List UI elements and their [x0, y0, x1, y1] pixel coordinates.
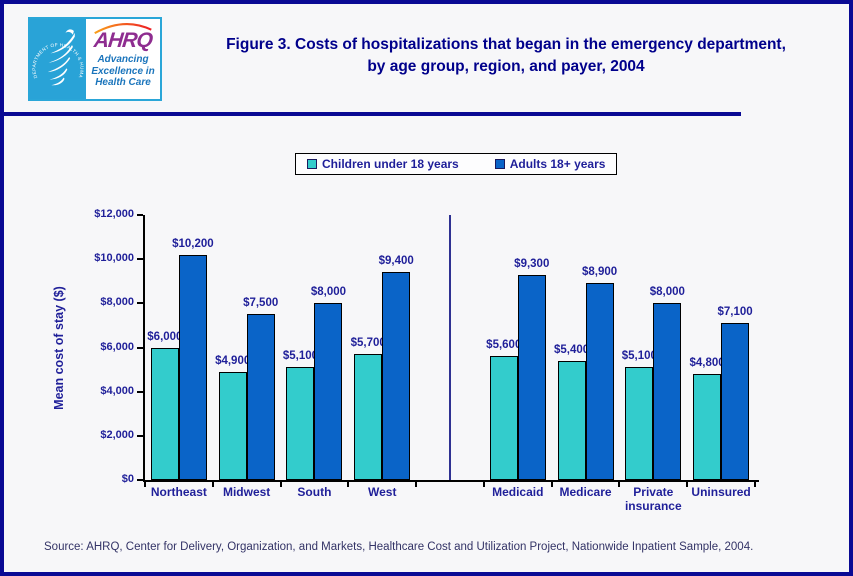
- category-label-midwest: Midwest: [222, 485, 271, 499]
- x-tick-mark: [482, 481, 485, 487]
- bar-adults-medicare: [585, 283, 614, 480]
- category-label-northeast: Northeast: [150, 485, 207, 499]
- ahrq-tagline: Advancing Excellence in Health Care: [91, 54, 155, 88]
- bar-value-label: $5,600: [486, 339, 522, 352]
- legend-swatch-children: [307, 159, 317, 169]
- header-divider: [4, 112, 741, 116]
- y-tick-label: $10,000: [94, 252, 134, 265]
- bar-children-northeast: [150, 347, 179, 480]
- bar-chart: Mean cost of stay ($) $0 $2,000 $4,000 $6,0…: [4, 4, 849, 572]
- x-tick-mark: [347, 481, 350, 487]
- y-tick-label: $8,000: [100, 296, 134, 309]
- category-label-medicaid: Medicaid: [492, 485, 544, 499]
- legend-label-adults: Adults 18+ years: [509, 157, 606, 171]
- bar-value-label: $8,000: [310, 286, 347, 299]
- hhs-seal-icon: DEPARTMENT OF HEALTH & HUMAN SERVICES · …: [30, 19, 86, 99]
- y-tick-mark: [137, 258, 143, 261]
- x-tick-mark: [754, 481, 756, 487]
- bar-value-label: $7,500: [243, 297, 279, 310]
- x-tick-mark: [686, 481, 689, 487]
- x-tick-mark: [550, 481, 553, 487]
- y-tick-mark: [137, 434, 143, 437]
- y-tick-label: $4,000: [100, 384, 134, 397]
- bar-adults-private-insurance: [653, 303, 682, 480]
- group-separator-line: [449, 215, 451, 480]
- figure-title: Figure 3. Costs of hospitalizations that…: [226, 36, 786, 76]
- y-tick-mark: [137, 214, 143, 216]
- bar-value-label: $7,100: [717, 306, 753, 319]
- bar-value-label: $6,000: [147, 330, 183, 343]
- legend-item-adults: Adults 18+ years: [494, 157, 606, 171]
- bar-adults-south: [314, 303, 343, 480]
- bar-value-label: $9,300: [514, 257, 550, 270]
- y-tick-mark: [137, 479, 143, 481]
- bar-value-label: $8,000: [649, 286, 685, 299]
- bar-adults-uninsured: [721, 323, 750, 480]
- y-axis-title: Mean cost of stay ($): [52, 286, 66, 410]
- bar-value-label: $5,100: [282, 350, 319, 363]
- chart-legend: Children under 18 years Adults 18+ years: [295, 153, 618, 175]
- x-tick-mark: [618, 481, 621, 487]
- x-tick-mark: [211, 481, 214, 487]
- bar-value-label: $4,900: [215, 354, 251, 367]
- bar-adults-midwest: [246, 314, 275, 480]
- source-note: Source: AHRQ, Center for Delivery, Organ…: [44, 541, 754, 553]
- ahrq-hhs-logo: DEPARTMENT OF HEALTH & HUMAN SERVICES · …: [28, 17, 162, 101]
- bar-adults-northeast: [178, 254, 207, 480]
- bar-children-uninsured: [693, 374, 722, 480]
- bar-children-private-insurance: [625, 367, 654, 480]
- x-axis-line: [143, 480, 759, 482]
- y-tick-label: $12,000: [94, 208, 134, 220]
- bar-value-label: $10,200: [172, 237, 214, 250]
- ahrq-logo: AHRQ Advancing Excellence in Health Care: [86, 19, 160, 99]
- bar-children-south: [286, 367, 315, 480]
- bar-value-label: $8,900: [581, 266, 618, 279]
- y-tick-mark: [137, 346, 143, 349]
- y-tick-label: $6,000: [100, 340, 134, 353]
- y-tick-label: $0: [121, 473, 134, 485]
- y-tick-mark: [137, 390, 143, 393]
- category-label-south: South: [297, 485, 332, 499]
- category-label-uninsured: Uninsured: [691, 485, 751, 499]
- legend-swatch-adults: [494, 159, 505, 169]
- bar-value-label: $9,400: [378, 255, 414, 268]
- bar-value-label: $5,700: [350, 337, 386, 350]
- bar-children-medicare: [557, 360, 586, 480]
- x-tick-mark: [415, 481, 418, 487]
- ahrq-swoosh-icon: [94, 23, 152, 34]
- y-axis-line: [143, 215, 145, 482]
- x-tick-mark: [144, 481, 146, 487]
- bar-children-west: [354, 354, 383, 480]
- y-tick-mark: [137, 302, 143, 305]
- bar-children-midwest: [218, 371, 247, 480]
- bar-adults-west: [382, 272, 411, 480]
- bar-value-label: $4,800: [689, 357, 725, 369]
- bar-adults-medicaid: [517, 274, 546, 480]
- category-label-west: West: [367, 485, 397, 499]
- category-label-medicare: Medicare: [559, 485, 612, 499]
- hhs-eagle-icon: DEPARTMENT OF HEALTH & HUMAN SERVICES · …: [30, 19, 84, 86]
- legend-item-children: Children under 18 years: [307, 157, 459, 171]
- category-label-private-insurance: Private insurance: [624, 485, 682, 513]
- bar-value-label: $5,400: [553, 343, 590, 356]
- y-tick-label: $2,000: [100, 428, 134, 441]
- bar-children-medicaid: [489, 356, 518, 480]
- legend-label-children: Children under 18 years: [322, 157, 459, 171]
- bar-value-label: $5,100: [621, 350, 657, 363]
- x-tick-mark: [279, 481, 282, 487]
